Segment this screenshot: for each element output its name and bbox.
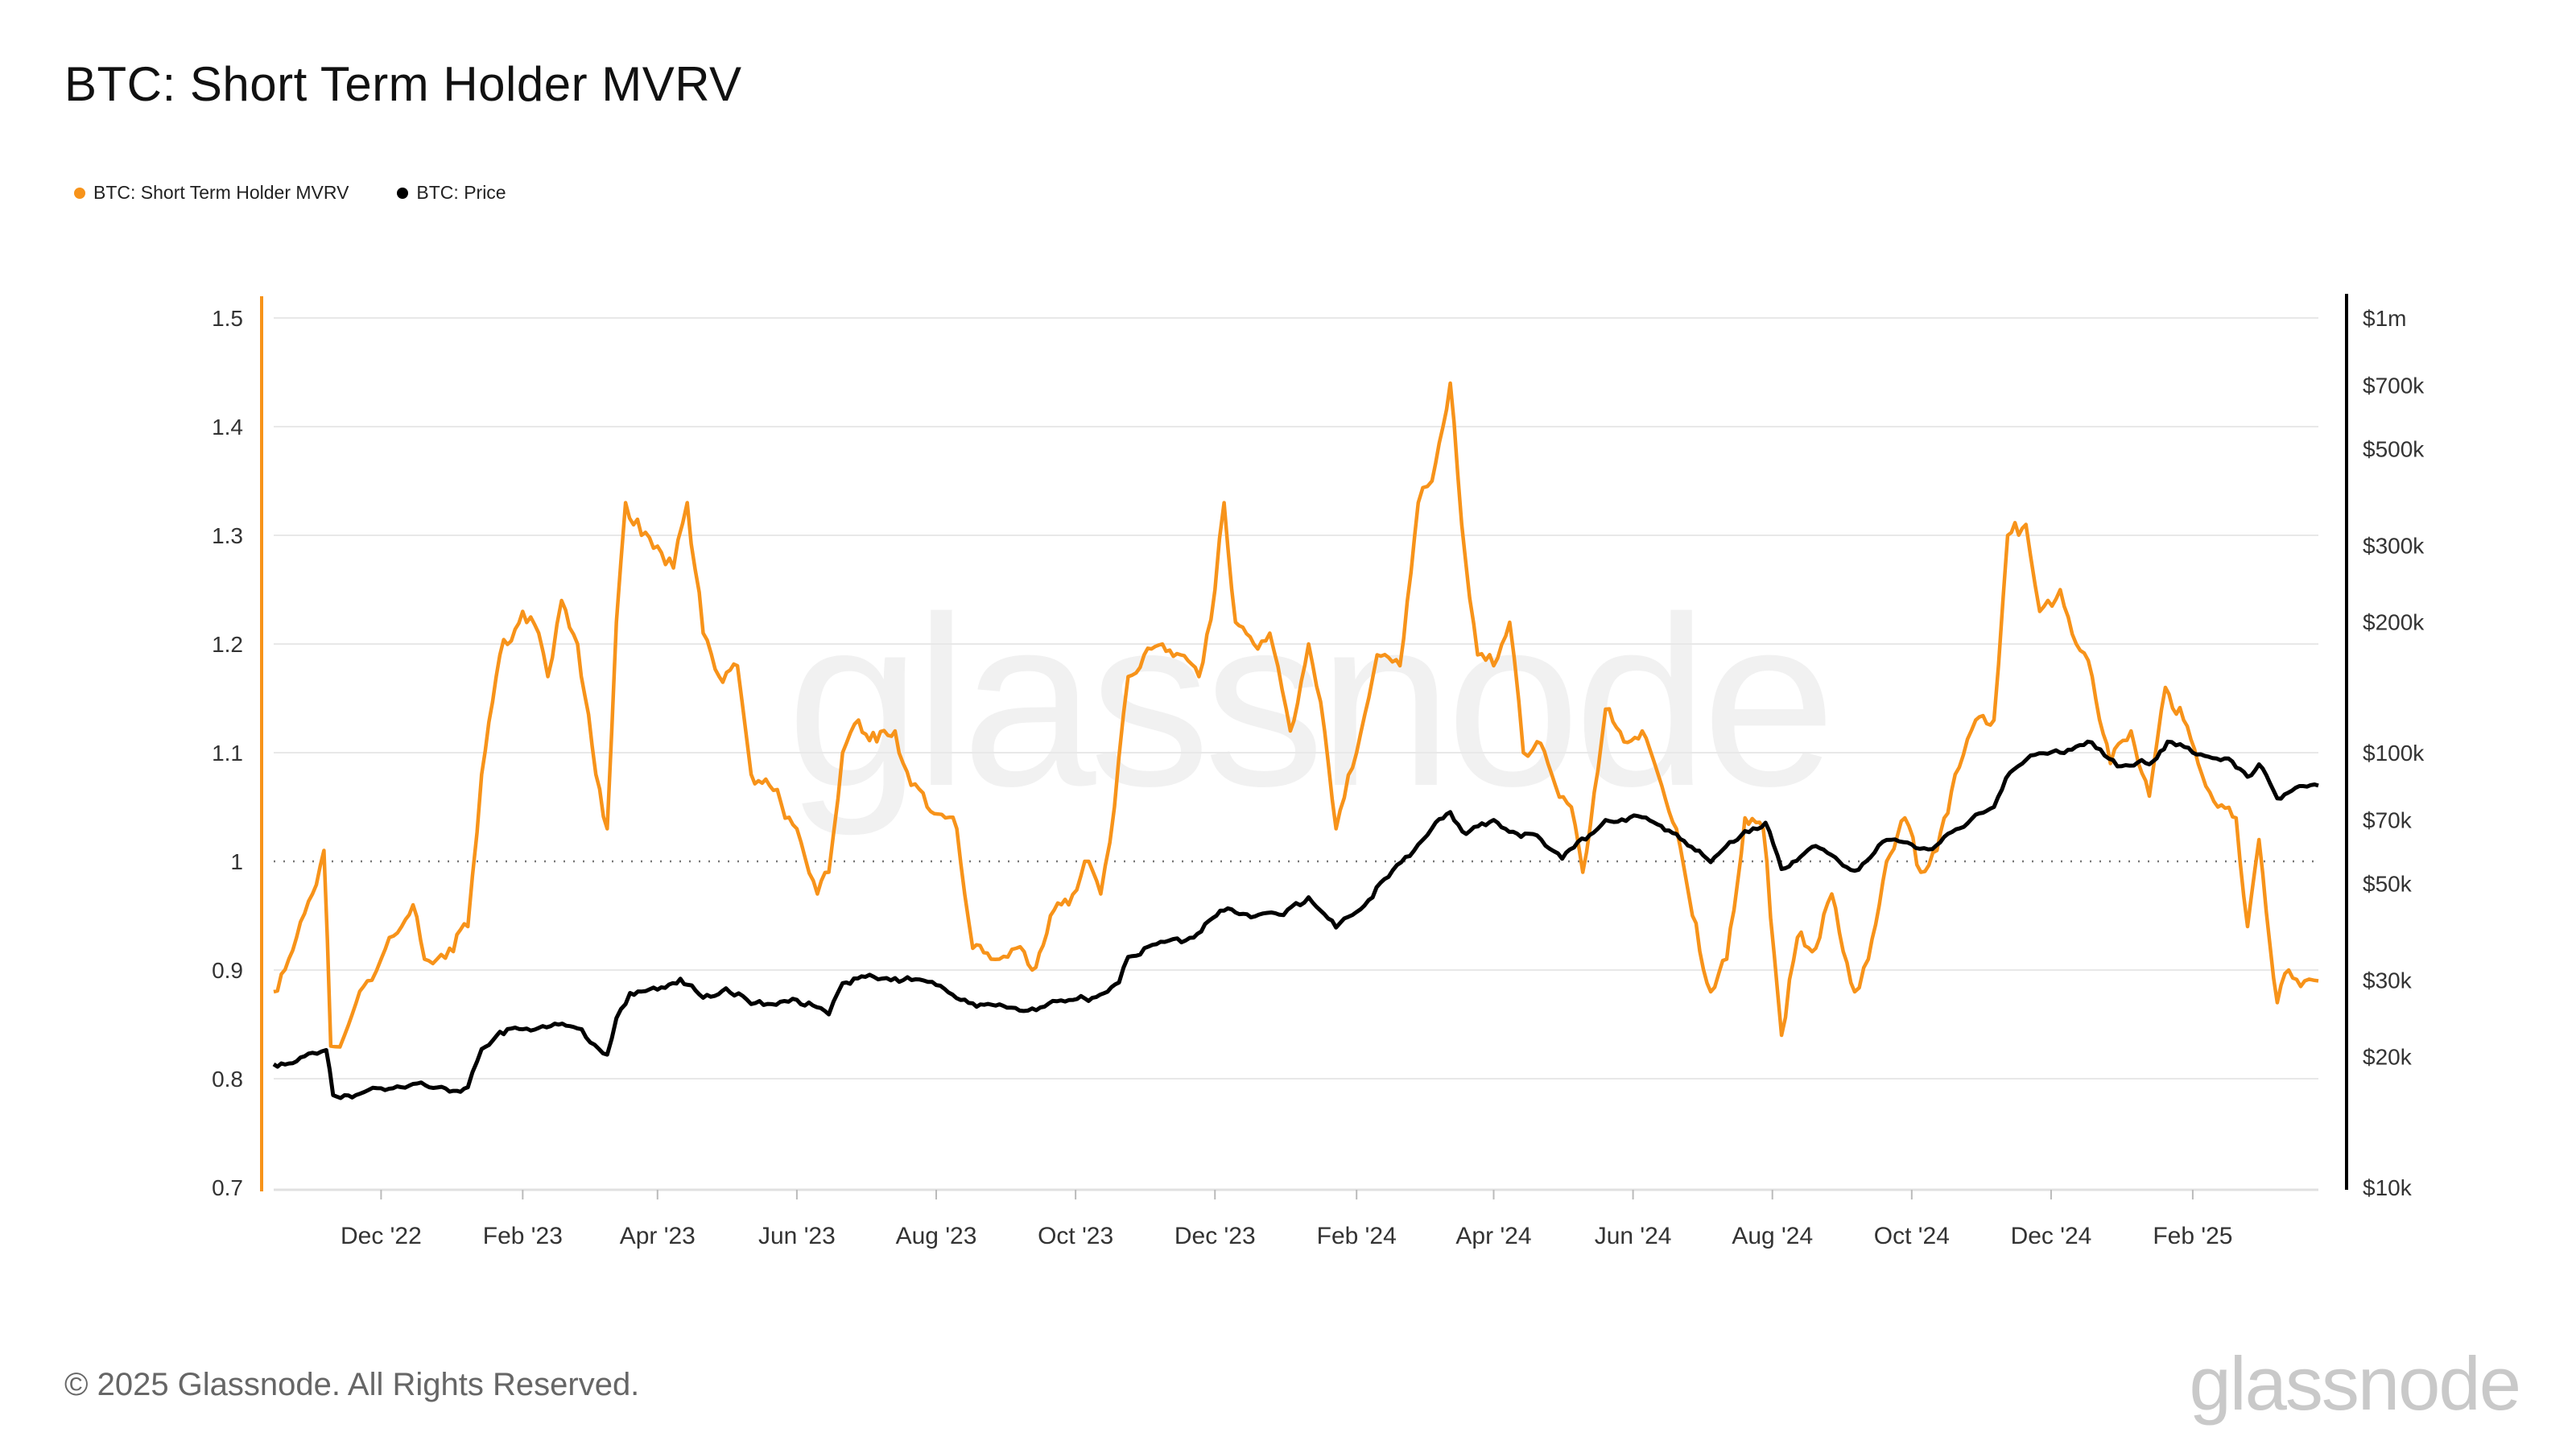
left-tick-label: 0.9	[212, 958, 243, 983]
legend-label-mvrv: BTC: Short Term Holder MVRV	[93, 182, 349, 203]
left-axis-ticks: 0.7 0.8 0.9 1 1.1 1.2 1.3 1.4 1.5	[212, 306, 243, 1200]
legend-dot-mvrv	[74, 187, 85, 199]
right-tick-label: $30k	[2363, 968, 2413, 993]
brand-logo: glassnode	[2189, 1341, 2521, 1426]
x-tick-label: Oct '24	[1874, 1223, 1950, 1249]
x-tick-label: Aug '24	[1732, 1223, 1813, 1249]
series-line-btc-price	[272, 739, 2319, 1100]
page-title: BTC: Short Term Holder MVRV	[64, 57, 742, 111]
left-tick-label: 1.3	[212, 523, 243, 548]
right-tick-label: $300k	[2363, 533, 2425, 558]
legend-dot-price	[397, 187, 409, 199]
right-tick-label: $50k	[2363, 872, 2413, 897]
x-tick-label: Dec '24	[2011, 1223, 2092, 1249]
chart-watermark: glassnode	[786, 566, 1830, 838]
right-tick-label: $200k	[2363, 609, 2425, 634]
x-tick-label: Oct '23	[1038, 1223, 1113, 1249]
left-tick-label: 1.2	[212, 632, 243, 657]
copyright-footer: © 2025 Glassnode. All Rights Reserved.	[64, 1367, 640, 1402]
x-tick-label: Dec '23	[1174, 1223, 1256, 1249]
right-tick-label: $20k	[2363, 1044, 2413, 1069]
right-tick-label: $700k	[2363, 374, 2425, 398]
chart-gridlines	[274, 317, 2318, 1080]
right-axis-ticks: $10k $20k $30k $50k $70k $100k $200k $300k $500k…	[2363, 306, 2425, 1200]
left-tick-label: 1.4	[212, 415, 243, 440]
right-tick-label: $500k	[2363, 437, 2425, 462]
left-tick-label: 0.8	[212, 1067, 243, 1092]
legend-item-mvrv[interactable]: BTC: Short Term Holder MVRV	[74, 182, 349, 204]
left-tick-label: 1.1	[212, 741, 243, 766]
x-tick-label: Dec '22	[341, 1223, 422, 1249]
legend-label-price: BTC: Price	[416, 182, 506, 203]
x-tick-label: Feb '23	[483, 1223, 563, 1249]
chart-series	[272, 381, 2319, 1100]
x-tick-label: Jun '24	[1595, 1223, 1672, 1249]
legend: BTC: Short Term Holder MVRV BTC: Price	[74, 182, 506, 204]
left-tick-label: 1.5	[212, 306, 243, 331]
series-line-sth-mvrv	[273, 381, 2319, 1049]
x-tick-label: Aug '23	[896, 1223, 977, 1249]
x-tick-label: Feb '24	[1317, 1223, 1397, 1249]
left-tick-label: 0.7	[212, 1175, 243, 1200]
right-tick-label: $100k	[2363, 741, 2425, 766]
left-tick-label: 1	[230, 849, 243, 874]
chart-axes	[260, 294, 2348, 1191]
right-tick-label: $1m	[2363, 306, 2406, 331]
x-axis-ticks: Dec '22 Feb '23 Apr '23 Jun '23 Aug '23 Oct '…	[341, 1190, 2232, 1249]
x-tick-label: Apr '24	[1455, 1223, 1531, 1249]
right-tick-label: $10k	[2363, 1175, 2413, 1200]
x-tick-label: Apr '23	[620, 1223, 696, 1249]
legend-item-price[interactable]: BTC: Price	[397, 182, 506, 204]
right-tick-label: $70k	[2363, 808, 2413, 833]
x-tick-label: Feb '25	[2153, 1223, 2232, 1249]
x-tick-label: Jun '23	[758, 1223, 836, 1249]
